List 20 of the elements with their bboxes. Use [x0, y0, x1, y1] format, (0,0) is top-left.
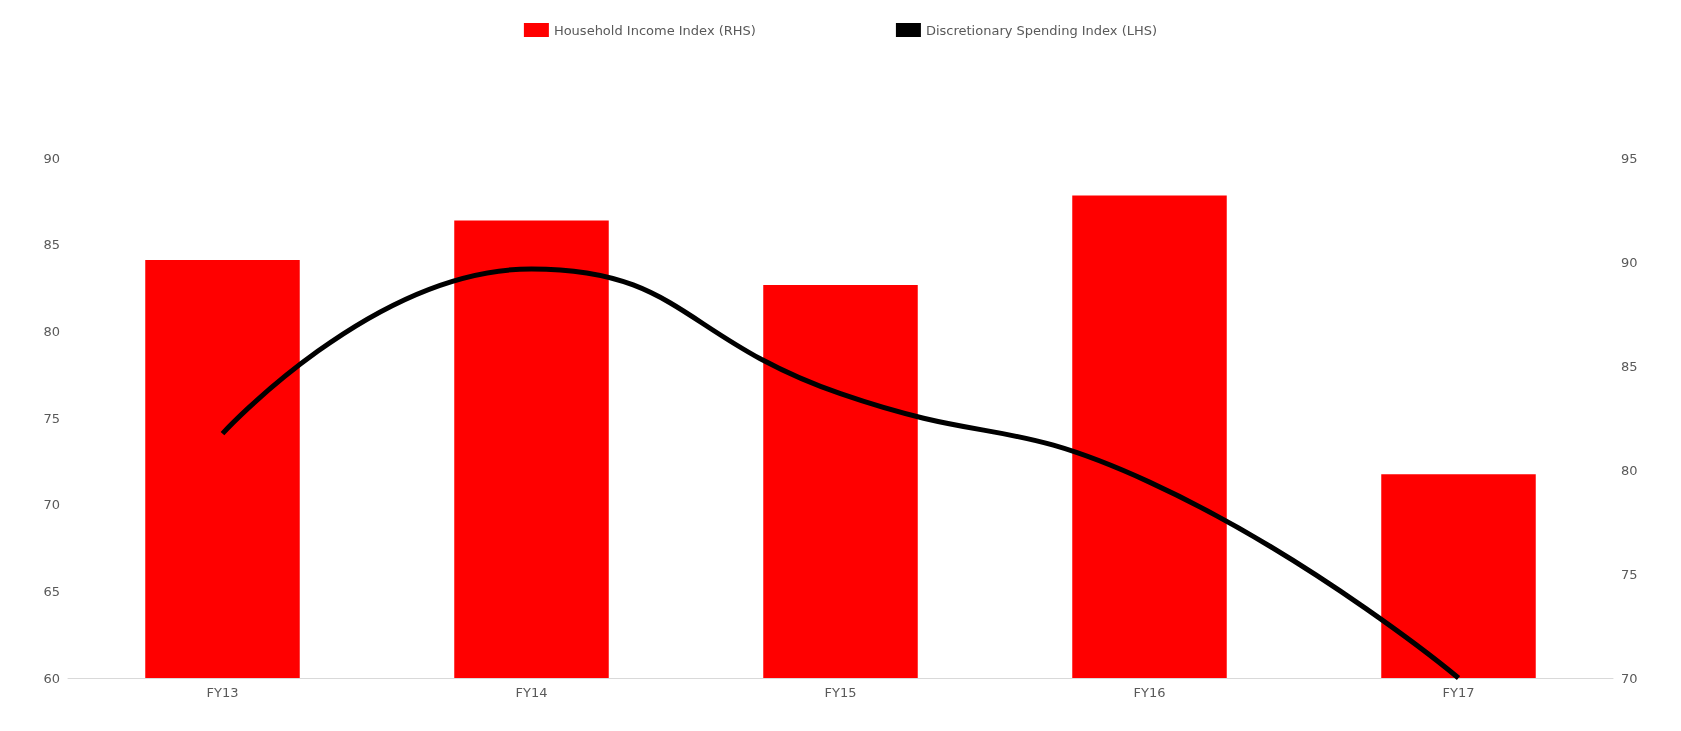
- legend-label: Discretionary Spending Index (LHS): [925, 22, 1158, 38]
- y-tick-label: 75: [43, 410, 60, 426]
- x-tick-label: FY17: [1442, 685, 1475, 700]
- y2-tick-label: 70: [1621, 670, 1638, 686]
- y-tick-label: 65: [43, 583, 60, 599]
- x-tick-label: FY13: [206, 685, 239, 700]
- x-tick-label: FY15: [824, 685, 857, 700]
- y2-tick-label: 85: [1621, 358, 1638, 374]
- y-tick-label: 70: [43, 497, 60, 513]
- legend-label: Household Income Index (RHS): [553, 22, 756, 38]
- y2-tick-label: 95: [1621, 150, 1638, 166]
- x-tick-label: FY14: [515, 685, 548, 700]
- x-tick-label: FY16: [1133, 685, 1166, 700]
- y-tick-label: 80: [43, 323, 60, 339]
- y-tick-label: 60: [43, 670, 60, 686]
- y-tick-label: 90: [43, 150, 60, 166]
- y2-tick-label: 75: [1621, 566, 1638, 582]
- y2-tick-label: 80: [1621, 462, 1638, 478]
- y2-tick-label: 90: [1621, 254, 1638, 270]
- y-tick-label: 85: [43, 237, 60, 253]
